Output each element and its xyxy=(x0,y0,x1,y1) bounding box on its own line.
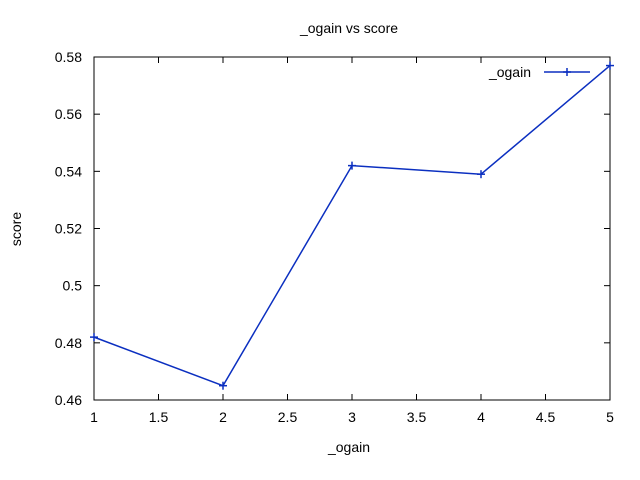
series-line xyxy=(93,65,611,387)
data-point-marker xyxy=(606,61,614,70)
plot-area-frame xyxy=(93,56,611,401)
x-tick-label: 5 xyxy=(606,409,614,425)
y-tick-label: 0.58 xyxy=(55,49,82,65)
x-tick-label: 4 xyxy=(477,409,485,425)
legend: _ogain xyxy=(488,64,590,80)
chart-title: _ogain vs score xyxy=(299,20,398,36)
x-axis-title: _ogain xyxy=(327,439,370,455)
x-tick-label: 1 xyxy=(90,409,98,425)
y-tick-label: 0.54 xyxy=(55,163,82,179)
y-tick-label: 0.52 xyxy=(55,221,82,237)
axis-tick-labels: 1 1.5 2 2.5 3 3.5 4 4.5 5 0.46 0.48 0.5 0.52 0.54 0.56… xyxy=(55,49,614,425)
legend-marker xyxy=(563,68,571,76)
x-tick-label: 4.5 xyxy=(536,409,556,425)
axis-ticks xyxy=(93,56,611,401)
y-tick-label: 0.56 xyxy=(55,106,82,122)
data-point-marker xyxy=(90,333,98,342)
x-tick-label: 2.5 xyxy=(278,409,298,425)
legend-label: _ogain xyxy=(488,64,531,80)
y-tick-label: 0.48 xyxy=(55,335,82,351)
y-tick-label: 0.5 xyxy=(63,278,83,294)
x-tick-label: 1.5 xyxy=(149,409,169,425)
data-point-marker xyxy=(348,161,356,170)
y-tick-label: 0.46 xyxy=(55,392,82,408)
x-tick-label: 3 xyxy=(348,409,356,425)
y-axis-title: score xyxy=(8,212,24,246)
data-point-marker xyxy=(219,381,227,390)
x-tick-label: 2 xyxy=(219,409,227,425)
x-tick-label: 3.5 xyxy=(407,409,427,425)
series-layer xyxy=(90,61,614,390)
data-point-marker xyxy=(477,170,485,179)
